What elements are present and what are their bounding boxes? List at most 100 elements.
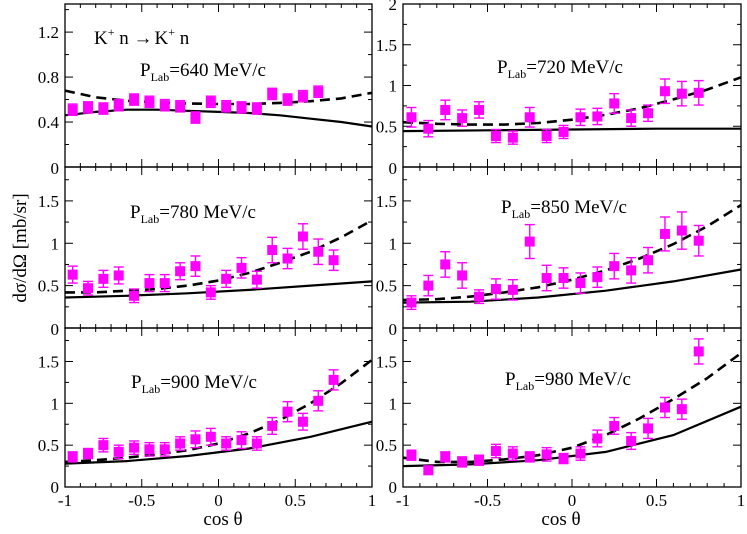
data-point [490, 446, 501, 457]
data-point [643, 255, 654, 266]
data-point [221, 101, 232, 112]
y-tick-label: 1 [389, 234, 398, 253]
data-point [144, 444, 155, 455]
data-point [282, 253, 293, 264]
data-point [236, 102, 247, 113]
data-point [541, 449, 552, 460]
y-tick-label: 1 [389, 77, 398, 96]
data-point [190, 434, 201, 445]
x-axis-title-left: cos θ [203, 509, 242, 530]
y-tick-label: 0.5 [376, 117, 397, 136]
data-point [328, 255, 339, 266]
theory-dashed-line [402, 203, 742, 302]
data-point [609, 261, 620, 272]
data-point [297, 231, 308, 242]
panel-bottom-right: 0 0.5 1 1.5 -1 -0.5 0 0.5 1 PLab=980 MeV/c [376, 327, 745, 510]
data-point [474, 104, 485, 115]
data-point [626, 265, 637, 276]
x-tick-label: -0.5 [128, 491, 155, 510]
data-point [205, 96, 216, 107]
data-point [175, 438, 186, 449]
data-point [659, 402, 670, 413]
panel-frame [402, 3, 742, 168]
x-tick-label: 0.5 [646, 491, 667, 510]
data-point [67, 451, 78, 462]
data-point [406, 112, 417, 123]
momentum-label: PLab=720 MeV/c [497, 57, 623, 81]
panel-middle-left: 0.5 1 1.5 0 PLab=780 MeV/c [38, 166, 373, 339]
x-tick-label: 0 [214, 491, 223, 510]
data-point [406, 450, 417, 461]
data-point [83, 283, 94, 294]
x-tick-label: -1 [396, 491, 410, 510]
theory-solid-line [64, 108, 373, 128]
data-point [457, 456, 468, 467]
data-point [507, 284, 518, 295]
data-point [474, 291, 485, 302]
data-point [98, 103, 109, 114]
data-point [558, 453, 569, 464]
y-axis-title: dσ/dΩ [mb/sr] [10, 193, 31, 302]
reaction-label: K+ n → K+ n [94, 25, 190, 49]
y-tick-label-zero: 0 [389, 320, 398, 339]
data-point [313, 246, 324, 257]
panel-frame [64, 166, 373, 329]
momentum-label: PLab=850 MeV/c [501, 197, 627, 221]
data-point [129, 290, 140, 301]
theory-dashed-line [65, 219, 373, 294]
data-point [282, 406, 293, 417]
data-point [575, 448, 586, 459]
momentum-label: PLab=780 MeV/c [130, 202, 256, 226]
y-tick-label: 1.2 [38, 23, 59, 42]
data-point [159, 444, 170, 455]
panel-frame [64, 327, 373, 488]
data-point [575, 278, 586, 289]
y-tick-label: 1 [389, 394, 398, 413]
data-point [423, 123, 434, 134]
data-point [693, 87, 704, 98]
y-tick-label: 0.5 [38, 277, 59, 296]
data-point [592, 272, 603, 283]
data-point [113, 446, 124, 457]
data-point [175, 101, 186, 112]
y-tick-label: 1 [51, 394, 60, 413]
x-tick-label: 0 [568, 491, 577, 510]
data-point [507, 132, 518, 143]
data-point [507, 448, 518, 459]
data-point [490, 284, 501, 295]
data-point [676, 404, 687, 415]
data-point [406, 297, 417, 308]
panel-middle-right: 0.5 1 1.5 0 PLab=850 MeV/c [376, 166, 742, 339]
data-point [251, 103, 262, 114]
x-tick-label: 0.5 [285, 491, 306, 510]
data-point [83, 102, 94, 113]
data-point [558, 273, 569, 284]
y-tick-label: 1.5 [38, 192, 59, 211]
momentum-label: PLab=980 MeV/c [505, 369, 631, 393]
theory-solid-line [402, 268, 742, 304]
data-point [236, 435, 247, 446]
theory-solid-line [402, 127, 741, 133]
data-point [236, 262, 247, 273]
data-point [659, 86, 670, 97]
data-point [159, 100, 170, 111]
data-point [541, 273, 552, 284]
data-point [129, 442, 140, 453]
data-point [626, 113, 637, 124]
panel-frame [402, 166, 742, 329]
data-point [98, 273, 109, 284]
y-tick-label: 1.5 [376, 192, 397, 211]
data-point [626, 435, 637, 446]
data-point [474, 455, 485, 466]
data-point [251, 438, 262, 449]
data-point [659, 228, 670, 239]
y-tick-label-zero: 0 [51, 159, 60, 178]
theory-solid-line [64, 420, 373, 465]
data-point [113, 270, 124, 281]
data-point [267, 88, 278, 99]
data-point [609, 98, 620, 109]
theory-solid-line [64, 280, 373, 299]
x-tick-label: -1 [58, 491, 72, 510]
momentum-label: PLab=900 MeV/c [131, 372, 257, 396]
